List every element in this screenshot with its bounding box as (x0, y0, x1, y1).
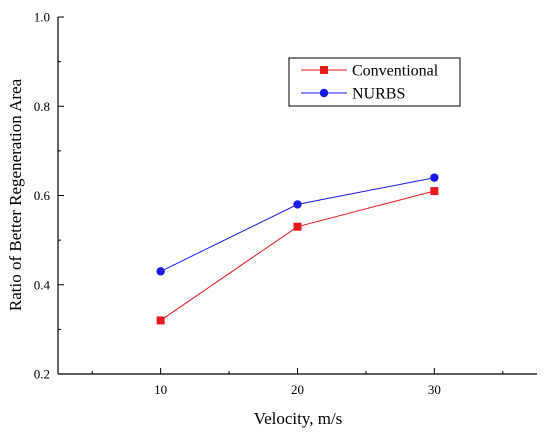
legend-marker-nurbs (319, 88, 329, 98)
data-point-conventional (430, 187, 439, 196)
y-tick-label: 1.0 (34, 10, 50, 25)
data-point-nurbs (430, 173, 439, 182)
legend-box (288, 57, 461, 107)
series-line-conventional (160, 190, 435, 321)
data-point-conventional (156, 316, 165, 325)
data-point-nurbs (293, 200, 302, 209)
y-tick-label: 0.2 (34, 367, 50, 382)
x-tick-label: 10 (154, 382, 167, 397)
legend: Conventional NURBS (288, 57, 461, 107)
x-axis-title: Velocity, m/s (254, 409, 343, 428)
y-tick-label: 0.8 (34, 99, 50, 114)
legend-items: Conventional NURBS (301, 63, 439, 103)
y-tick-label: 0.4 (34, 277, 51, 292)
data-point-conventional (293, 222, 302, 231)
data-point-nurbs (156, 267, 165, 276)
legend-label-conventional: Conventional (352, 63, 439, 80)
legend-label-nurbs: NURBS (352, 86, 405, 103)
y-axis-title: Ratio of Better Regeneration Area (6, 78, 25, 311)
legend-marker-conventional (320, 66, 328, 74)
x-tick-label: 20 (291, 382, 304, 397)
plot-axes: 0.2 0.4 0.6 0.8 1.0 10 20 30 (34, 10, 537, 397)
y-tick-label: 0.6 (34, 188, 51, 203)
x-tick-label: 30 (428, 382, 441, 397)
plot-series (156, 173, 439, 325)
